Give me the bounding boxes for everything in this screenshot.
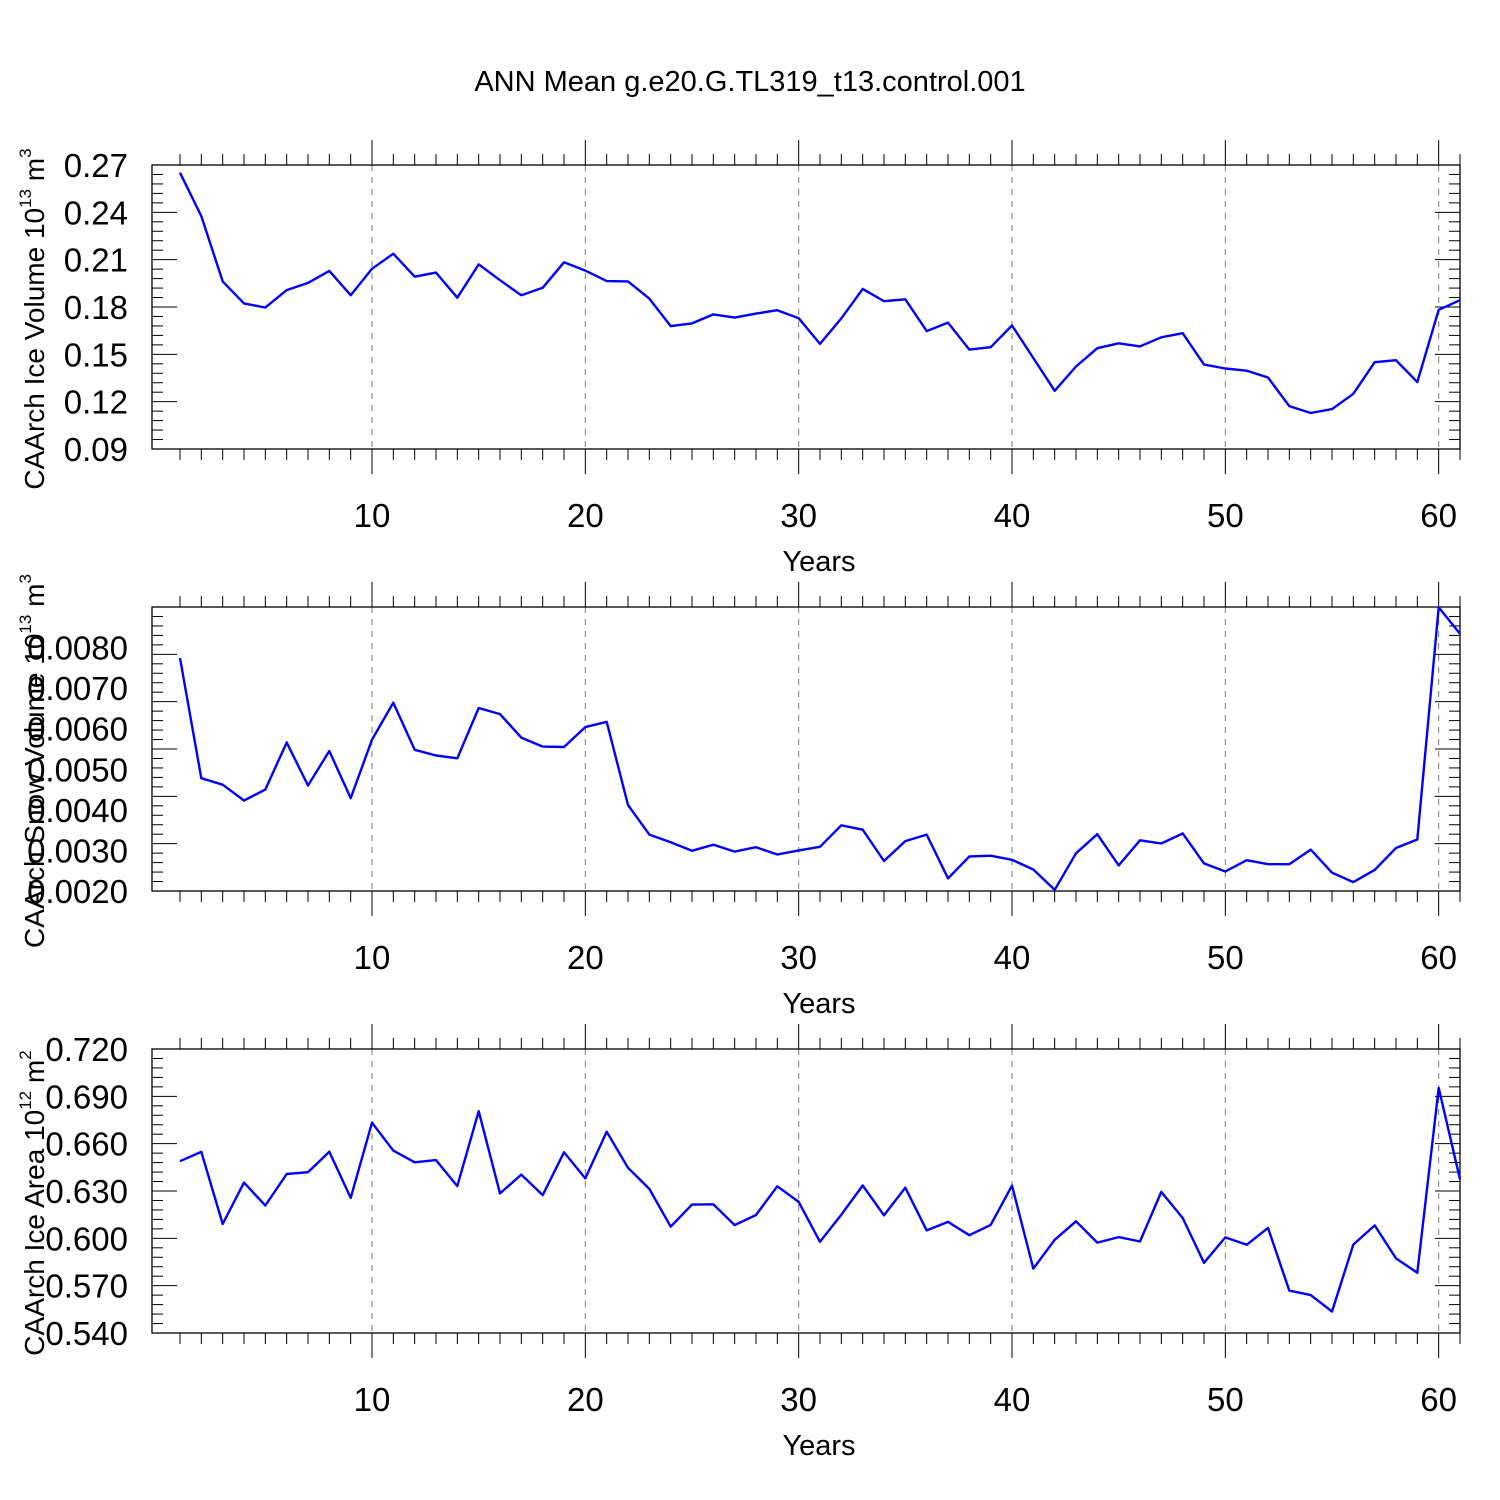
- x-tick-label: 50: [1207, 939, 1244, 976]
- y-tick-label: 0.15: [64, 336, 128, 373]
- y-tick-label: 0.690: [45, 1078, 128, 1115]
- y-tick-label: 0.09: [64, 431, 128, 468]
- x-axis-label: Years: [782, 546, 855, 578]
- x-tick-label: 60: [1420, 939, 1457, 976]
- y-tick-label: 0.27: [64, 147, 128, 184]
- x-tick-label: 60: [1420, 497, 1457, 534]
- y-tick-label: 0.0060: [27, 711, 128, 748]
- y-tick-label: 0.0040: [27, 792, 128, 829]
- x-axis-label: Years: [782, 1430, 855, 1462]
- series-line: [179, 1086, 1462, 1313]
- y-axis-label: CAArch Snow Volume 1013 m3: [16, 574, 50, 948]
- x-tick-label: 20: [567, 939, 604, 976]
- y-tick-label: 0.12: [64, 384, 128, 421]
- x-tick-label: 40: [994, 939, 1031, 976]
- x-tick-label: 60: [1420, 1381, 1457, 1418]
- x-tick-label: 10: [354, 1381, 391, 1418]
- x-tick-label: 40: [994, 1381, 1031, 1418]
- y-axis-label: CAArch Ice Volume 1013 m3: [16, 148, 50, 489]
- series-line: [178, 172, 1461, 415]
- x-tick-label: 10: [354, 939, 391, 976]
- y-tick-label: 0.0030: [27, 832, 128, 869]
- series-line: [178, 606, 1461, 891]
- y-tick-label: 0.630: [45, 1173, 128, 1210]
- y-axis-label: CAArch Ice Area 1012 m2: [16, 1050, 50, 1355]
- plot-frame: [151, 606, 1461, 892]
- x-tick-label: 50: [1207, 1381, 1244, 1418]
- y-tick-label: 0.0020: [27, 873, 128, 910]
- y-tick-label: 0.21: [64, 242, 128, 279]
- x-tick-label: 40: [994, 497, 1031, 534]
- y-tick-label: 0.720: [45, 1031, 128, 1068]
- panel-1: 0.09 0.12 0.15 0.18 0.21 0.24 0.27 10 20 30 40 50 60…: [16, 140, 1461, 578]
- y-tick-label: 0.0080: [27, 630, 128, 667]
- y-tick-label: 0.660: [45, 1126, 128, 1163]
- x-tick-label: 20: [567, 497, 604, 534]
- x-tick-label: 30: [780, 497, 817, 534]
- panel-3: 0.540 0.570 0.600 0.630 0.660 0.690 0.720 10 20 3…: [16, 1024, 1462, 1462]
- plot-frame: [151, 164, 1461, 450]
- y-tick-label: 0.600: [45, 1220, 128, 1257]
- x-tick-label: 20: [567, 1381, 604, 1418]
- y-tick-label: 0.0050: [27, 751, 128, 788]
- y-tick-label: 0.24: [64, 194, 128, 231]
- figure-title: ANN Mean g.e20.G.TL319_t13.control.001: [474, 66, 1025, 98]
- y-tick-label: 0.0070: [27, 670, 128, 707]
- y-tick-label: 0.540: [45, 1315, 128, 1352]
- y-tick-label: 0.570: [45, 1268, 128, 1305]
- x-tick-label: 30: [780, 1381, 817, 1418]
- plot-frame: [151, 1048, 1461, 1334]
- x-tick-label: 50: [1207, 497, 1244, 534]
- x-axis-label: Years: [782, 988, 855, 1020]
- x-tick-label: 30: [780, 939, 817, 976]
- y-tick-label: 0.18: [64, 289, 128, 326]
- x-tick-label: 10: [354, 497, 391, 534]
